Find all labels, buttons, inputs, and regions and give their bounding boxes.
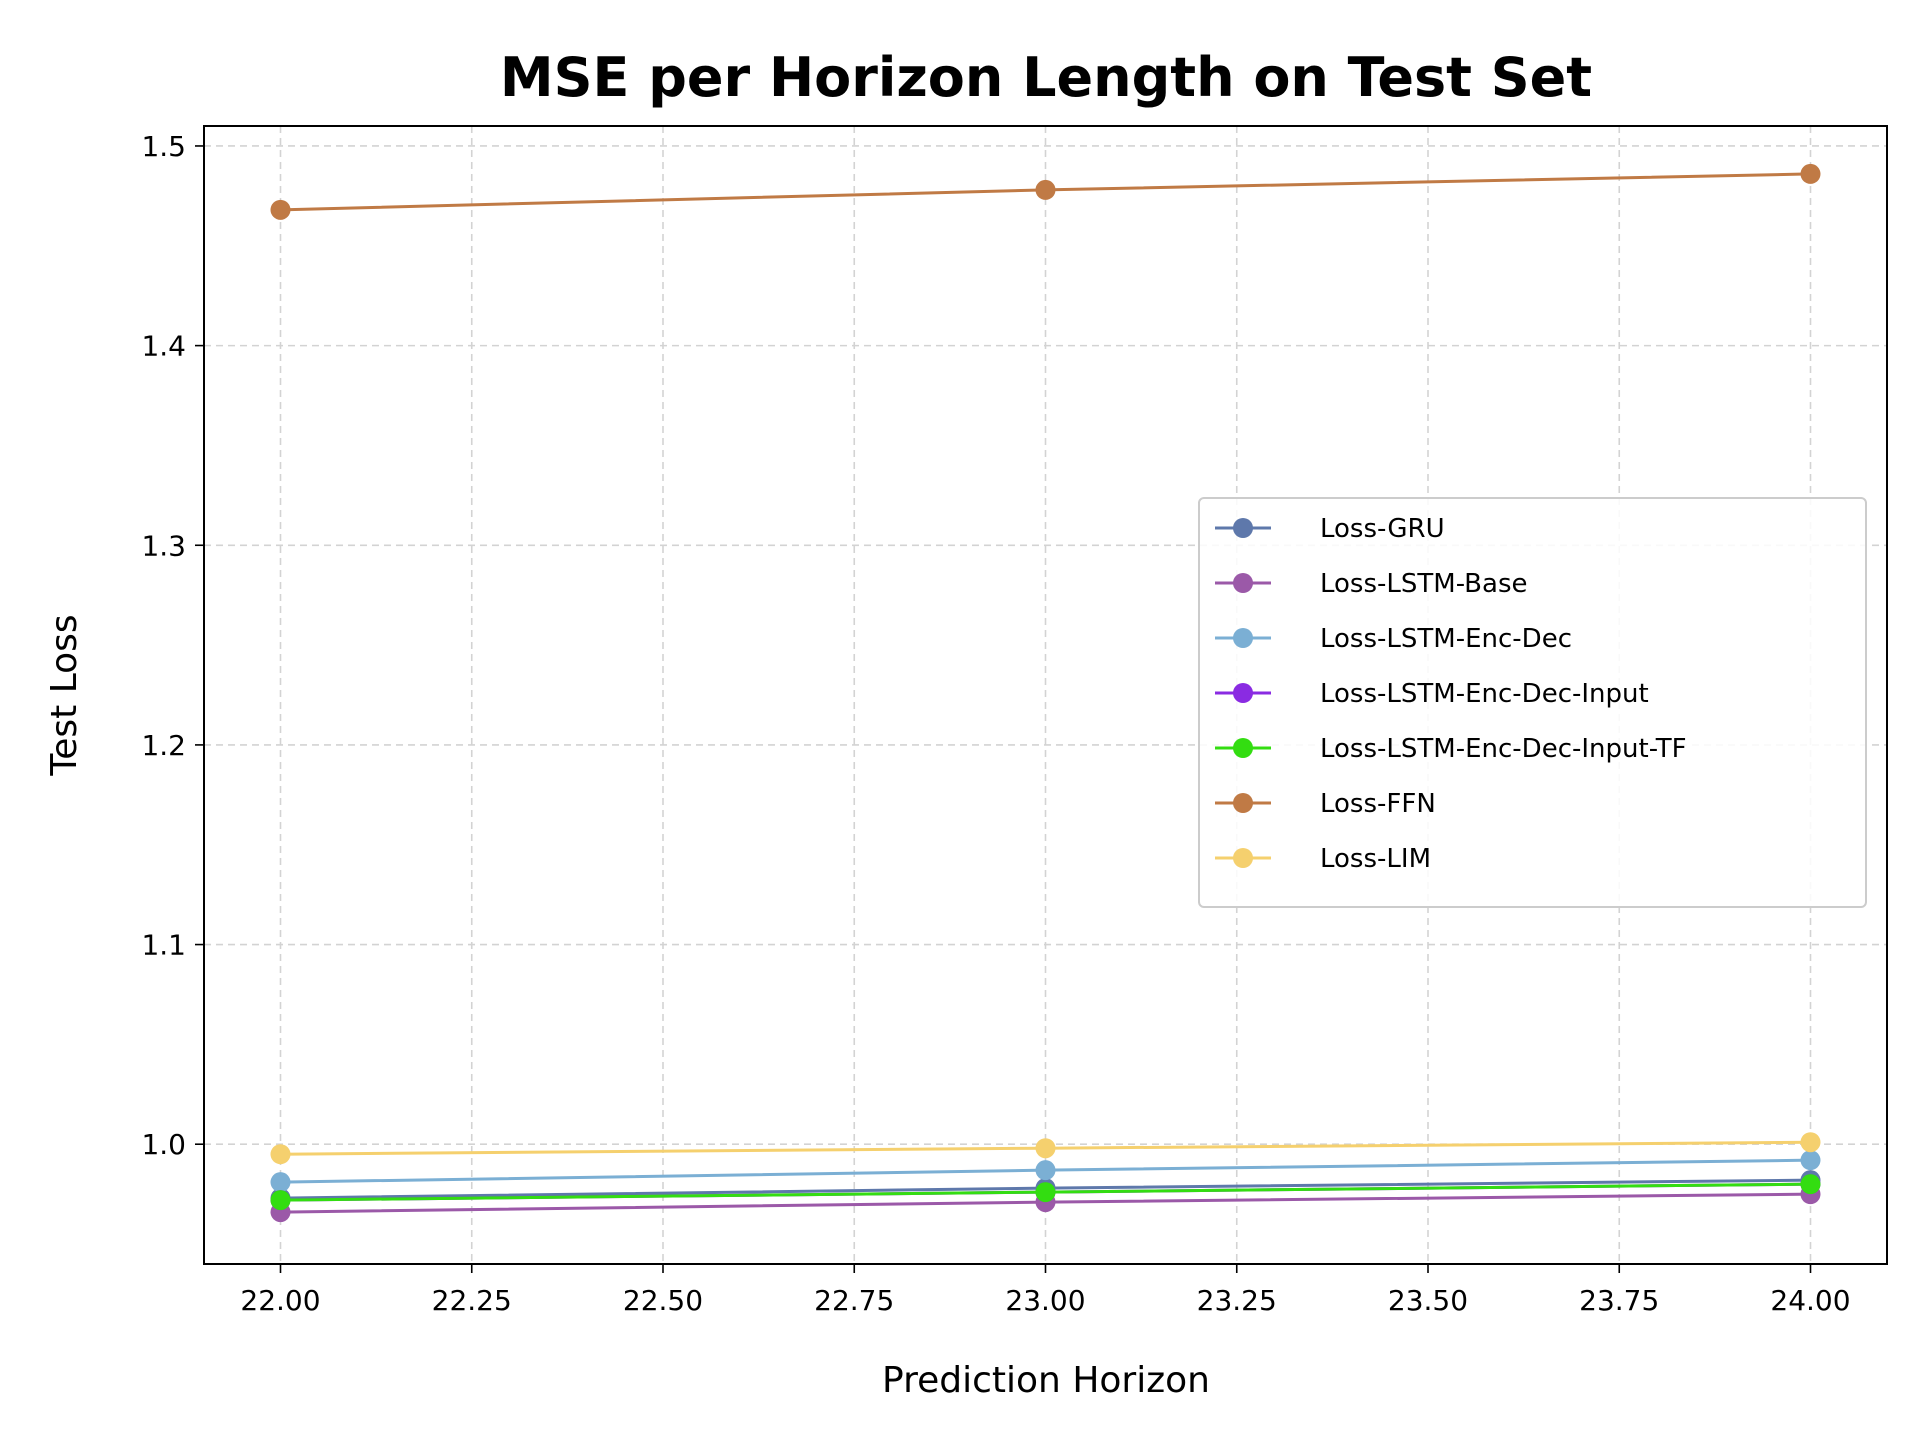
data-point (1800, 1174, 1821, 1195)
series-loss-ffn (270, 163, 1821, 220)
data-point (270, 1144, 291, 1165)
legend-label: Loss-FFN (1320, 789, 1436, 819)
legend-entry: Loss-LSTM-Enc-Dec (1215, 624, 1572, 654)
ticks: 22.00 22.25 22.50 22.75 23.00 23.25 23.50 23.75… (141, 130, 1850, 1317)
x-tick-label: 22.75 (814, 1284, 894, 1317)
chart-title: MSE per Horizon Length on Test Set (500, 46, 1592, 109)
x-tick-label: 23.50 (1388, 1284, 1468, 1317)
legend-marker (1233, 793, 1253, 813)
legend-label: Loss-GRU (1320, 514, 1445, 544)
data-point (1035, 179, 1056, 200)
legend: Loss-GRU Loss-LSTM-Base Loss-LSTM-Enc-Dec L… (1198, 497, 1867, 908)
series-loss-lim (270, 1132, 1821, 1165)
x-tick-label: 23.25 (1197, 1284, 1277, 1317)
legend-entry: Loss-LSTM-Base (1215, 569, 1527, 599)
y-tick-label: 1.2 (141, 729, 186, 762)
x-tick-label: 23.75 (1579, 1284, 1659, 1317)
y-axis-label: Test Loss (44, 614, 85, 776)
series-group (270, 163, 1821, 1223)
series-loss-lstm-enc-dec (270, 1150, 1821, 1193)
data-point (1035, 1182, 1056, 1203)
legend-box (1198, 497, 1867, 908)
legend-marker (1233, 518, 1253, 538)
y-tick-label: 1.0 (141, 1128, 186, 1161)
data-point (270, 1190, 291, 1211)
x-tick-label: 23.00 (1005, 1284, 1085, 1317)
data-point (270, 1172, 291, 1193)
data-point (1800, 163, 1821, 184)
legend-label: Loss-LSTM-Enc-Dec (1320, 624, 1572, 654)
data-point (1800, 1132, 1821, 1153)
legend-entry: Loss-LSTM-Enc-Dec-Input-TF (1215, 734, 1687, 764)
x-axis-label: Prediction Horizon (882, 1360, 1210, 1401)
legend-label: Loss-LIM (1320, 844, 1431, 874)
x-tick-label: 24.00 (1770, 1284, 1850, 1317)
y-tick-label: 1.5 (141, 130, 186, 163)
legend-entry: Loss-GRU (1215, 514, 1445, 544)
x-tick-label: 22.50 (623, 1284, 703, 1317)
legend-marker (1233, 573, 1253, 593)
legend-entry: Loss-FFN (1215, 789, 1436, 819)
data-point (1035, 1138, 1056, 1159)
legend-entry: Loss-LIM (1215, 844, 1431, 874)
legend-marker (1233, 738, 1253, 758)
y-tick-label: 1.1 (141, 929, 186, 962)
legend-label: Loss-LSTM-Base (1320, 569, 1527, 599)
data-point (270, 199, 291, 220)
data-point (1035, 1160, 1056, 1181)
data-point (1800, 1150, 1821, 1171)
legend-marker (1233, 683, 1253, 703)
y-tick-label: 1.3 (141, 529, 186, 562)
series-loss-lstm-enc-dec-input-tf (270, 1174, 1821, 1211)
x-tick-label: 22.25 (432, 1284, 512, 1317)
legend-label: Loss-LSTM-Enc-Dec-Input-TF (1320, 734, 1687, 764)
legend-marker (1233, 628, 1253, 648)
x-tick-label: 22.00 (240, 1284, 320, 1317)
legend-label: Loss-LSTM-Enc-Dec-Input (1320, 679, 1649, 709)
y-tick-label: 1.4 (141, 330, 186, 363)
legend-entry: Loss-LSTM-Enc-Dec-Input (1215, 679, 1649, 709)
legend-marker (1233, 848, 1253, 868)
